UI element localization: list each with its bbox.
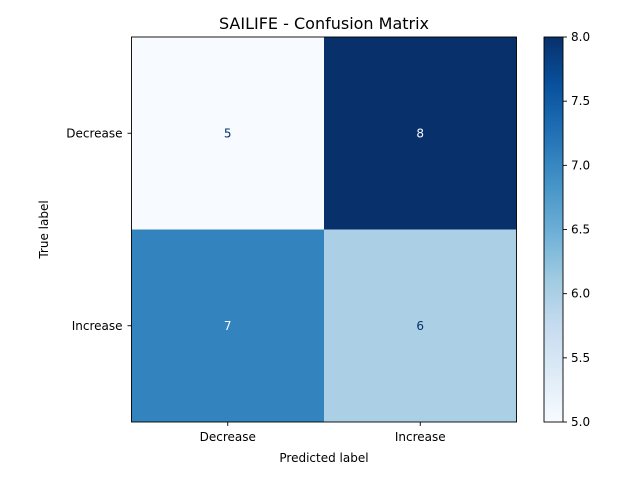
x-tick-label: Decrease <box>200 430 256 444</box>
cell-value-1-0: 7 <box>224 319 232 333</box>
cell-value-1-1: 6 <box>416 319 424 333</box>
y-tick-label: Increase <box>72 319 123 333</box>
x-axis-ticks: Decrease Increase <box>200 422 446 444</box>
cell-value-0-1: 8 <box>416 126 424 140</box>
heatmap-cell-labels: 5 8 7 6 <box>224 126 424 333</box>
colorbar-tick-label: 7.0 <box>571 158 590 172</box>
heatmap-cell-1-0 <box>131 229 324 422</box>
x-tick-label: Increase <box>395 430 446 444</box>
colorbar-tick-label: 6.0 <box>571 287 590 301</box>
heatmap-cell-0-0 <box>131 37 324 230</box>
colorbar-ticks: 5.0 5.5 6.0 6.5 7.0 7.5 8.0 <box>563 30 590 429</box>
colorbar <box>543 36 564 423</box>
y-axis-label: True label <box>37 200 51 259</box>
y-axis-ticks: Decrease Increase <box>66 126 132 333</box>
cell-value-0-0: 5 <box>224 126 232 140</box>
heatmap-cell-1-1 <box>324 229 517 422</box>
chart-title: SAILIFE - Confusion Matrix <box>219 14 429 33</box>
colorbar-tick-label: 5.5 <box>571 351 590 365</box>
colorbar-tick-label: 6.5 <box>571 223 590 237</box>
colorbar-tick-label: 7.5 <box>571 94 590 108</box>
x-axis-label: Predicted label <box>279 451 368 465</box>
colorbar-tick-label: 8.0 <box>571 30 590 44</box>
plot-frame <box>131 36 517 423</box>
heatmap-cells <box>131 37 517 422</box>
colorbar-tick-label: 5.0 <box>571 415 590 429</box>
y-tick-label: Decrease <box>66 126 122 140</box>
heatmap-cell-0-1 <box>324 37 517 230</box>
